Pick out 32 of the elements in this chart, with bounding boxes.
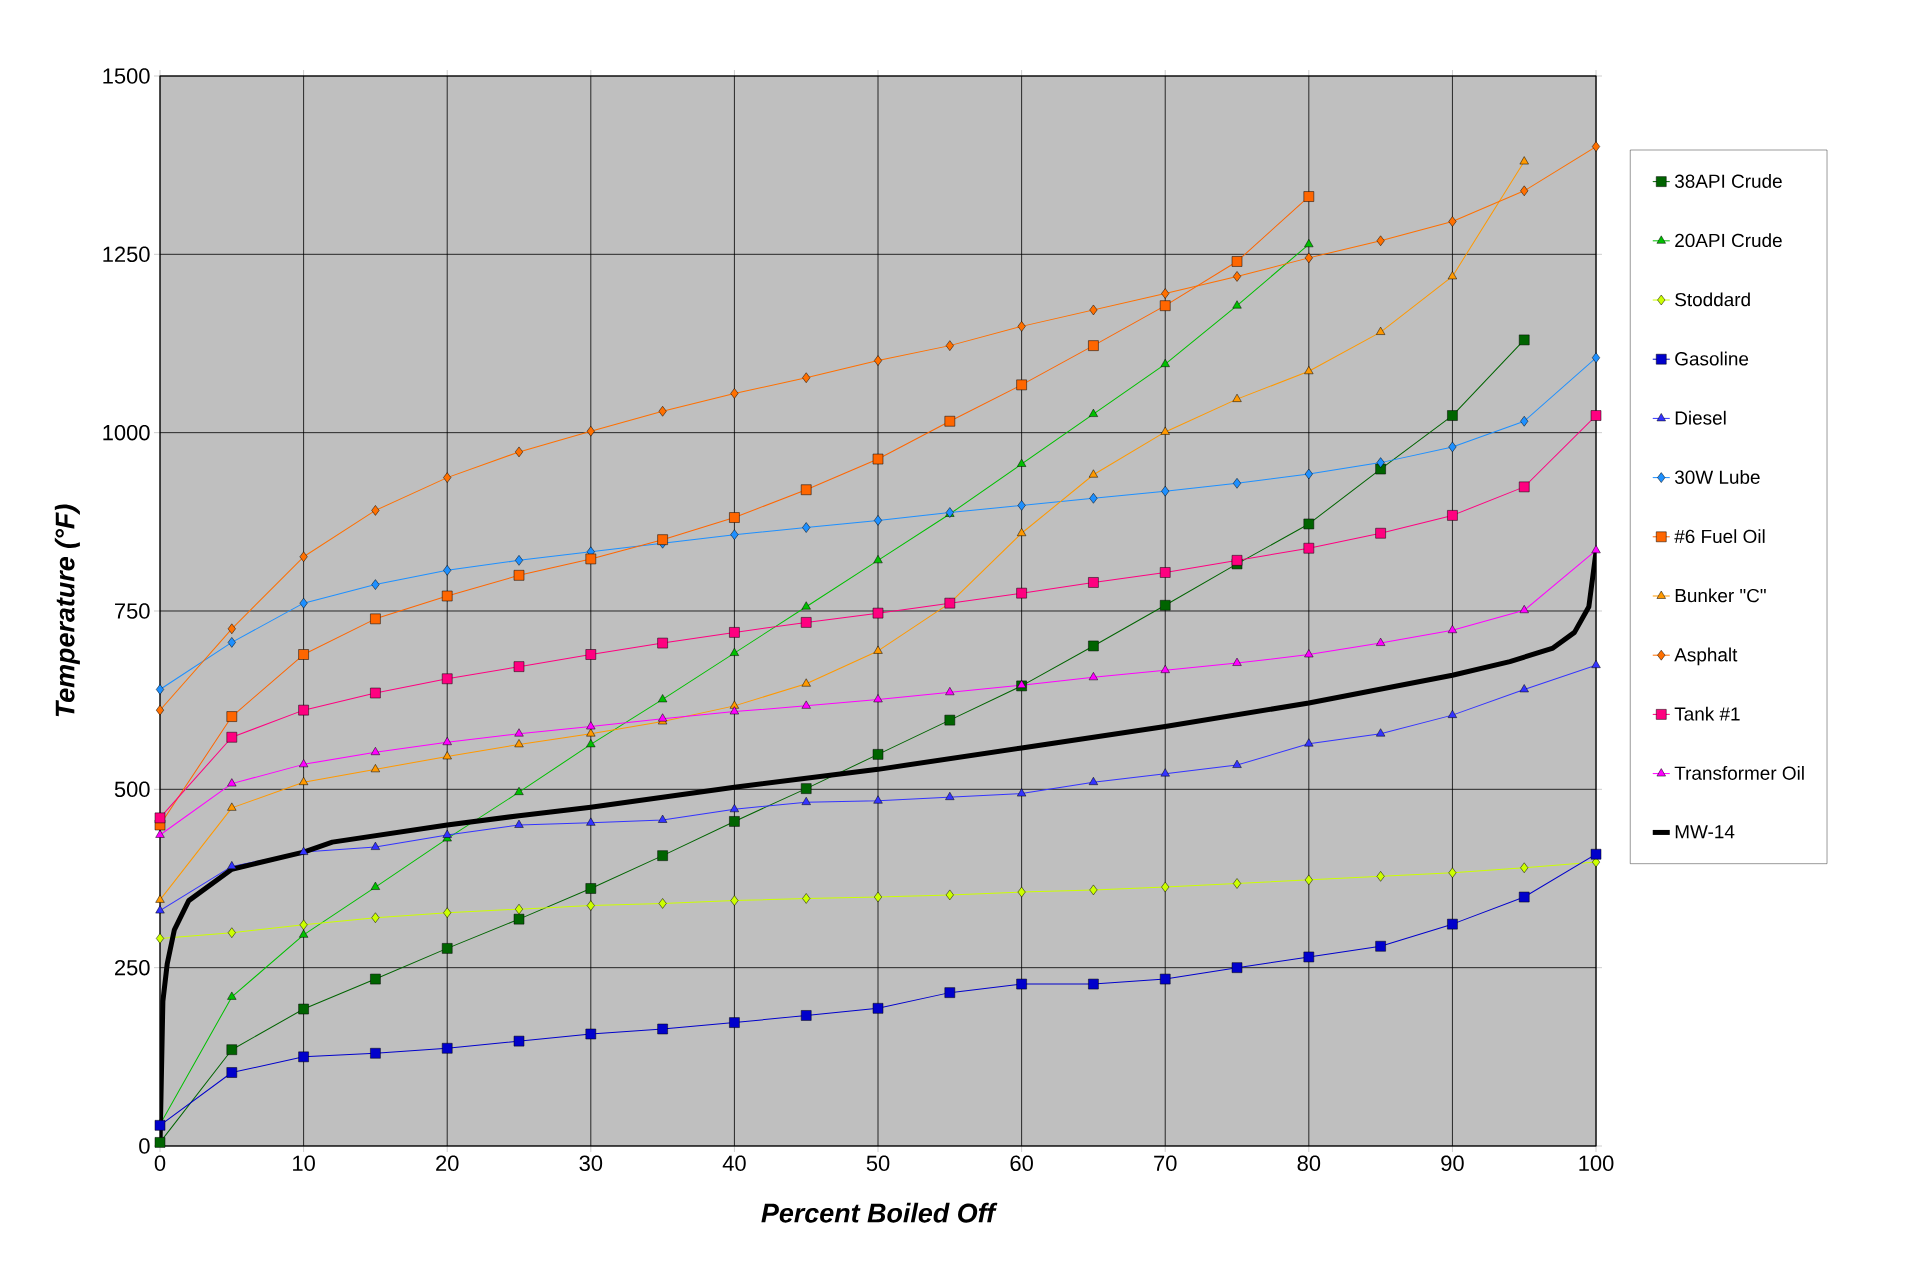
x-tick-label: 60	[1010, 1155, 1033, 1172]
x-tick-label: 50	[866, 1155, 890, 1172]
legend-label: #6 Fuel Oil	[1674, 529, 1765, 544]
legend-label: MW-14	[1675, 825, 1735, 839]
legend-label: 20API Crude	[1675, 233, 1782, 248]
legend-label: 30W Lube	[1674, 469, 1760, 484]
y-axis-title: Temperature (°F)	[54, 504, 80, 717]
x-tick-label: 0	[154, 1155, 166, 1172]
legend-label: Tank #1	[1674, 706, 1740, 721]
x-tick-label: 30	[579, 1155, 603, 1172]
y-tick-label: 750	[115, 603, 150, 619]
legend-label: Transformer Oil	[1674, 765, 1804, 780]
y-tick-label: 1500	[103, 68, 150, 84]
legend-label: 38API Crude	[1674, 174, 1782, 188]
legend-label: Diesel	[1675, 410, 1726, 425]
x-axis-title: Percent Boiled Off	[761, 1202, 998, 1223]
x-tick-label: 10	[293, 1155, 315, 1172]
y-tick-label: 1250	[103, 246, 150, 263]
legend-label: Bunker "C"	[1675, 588, 1766, 603]
x-tick-label: 70	[1154, 1155, 1177, 1172]
y-tick-label: 250	[115, 959, 150, 976]
legend-label: Stoddard	[1675, 292, 1750, 307]
x-tick-label: 40	[722, 1155, 746, 1172]
x-tick-label: 90	[1441, 1155, 1464, 1172]
x-tick-label: 80	[1297, 1155, 1321, 1172]
y-tick-label: 0	[139, 1138, 150, 1154]
x-tick-label: 100	[1579, 1155, 1614, 1172]
y-tick-label: 1000	[103, 424, 150, 441]
x-tick-label: 20	[436, 1155, 459, 1172]
y-tick-label: 500	[114, 781, 150, 798]
legend-label: Gasoline	[1675, 351, 1749, 366]
legend-label: Asphalt	[1674, 647, 1738, 666]
